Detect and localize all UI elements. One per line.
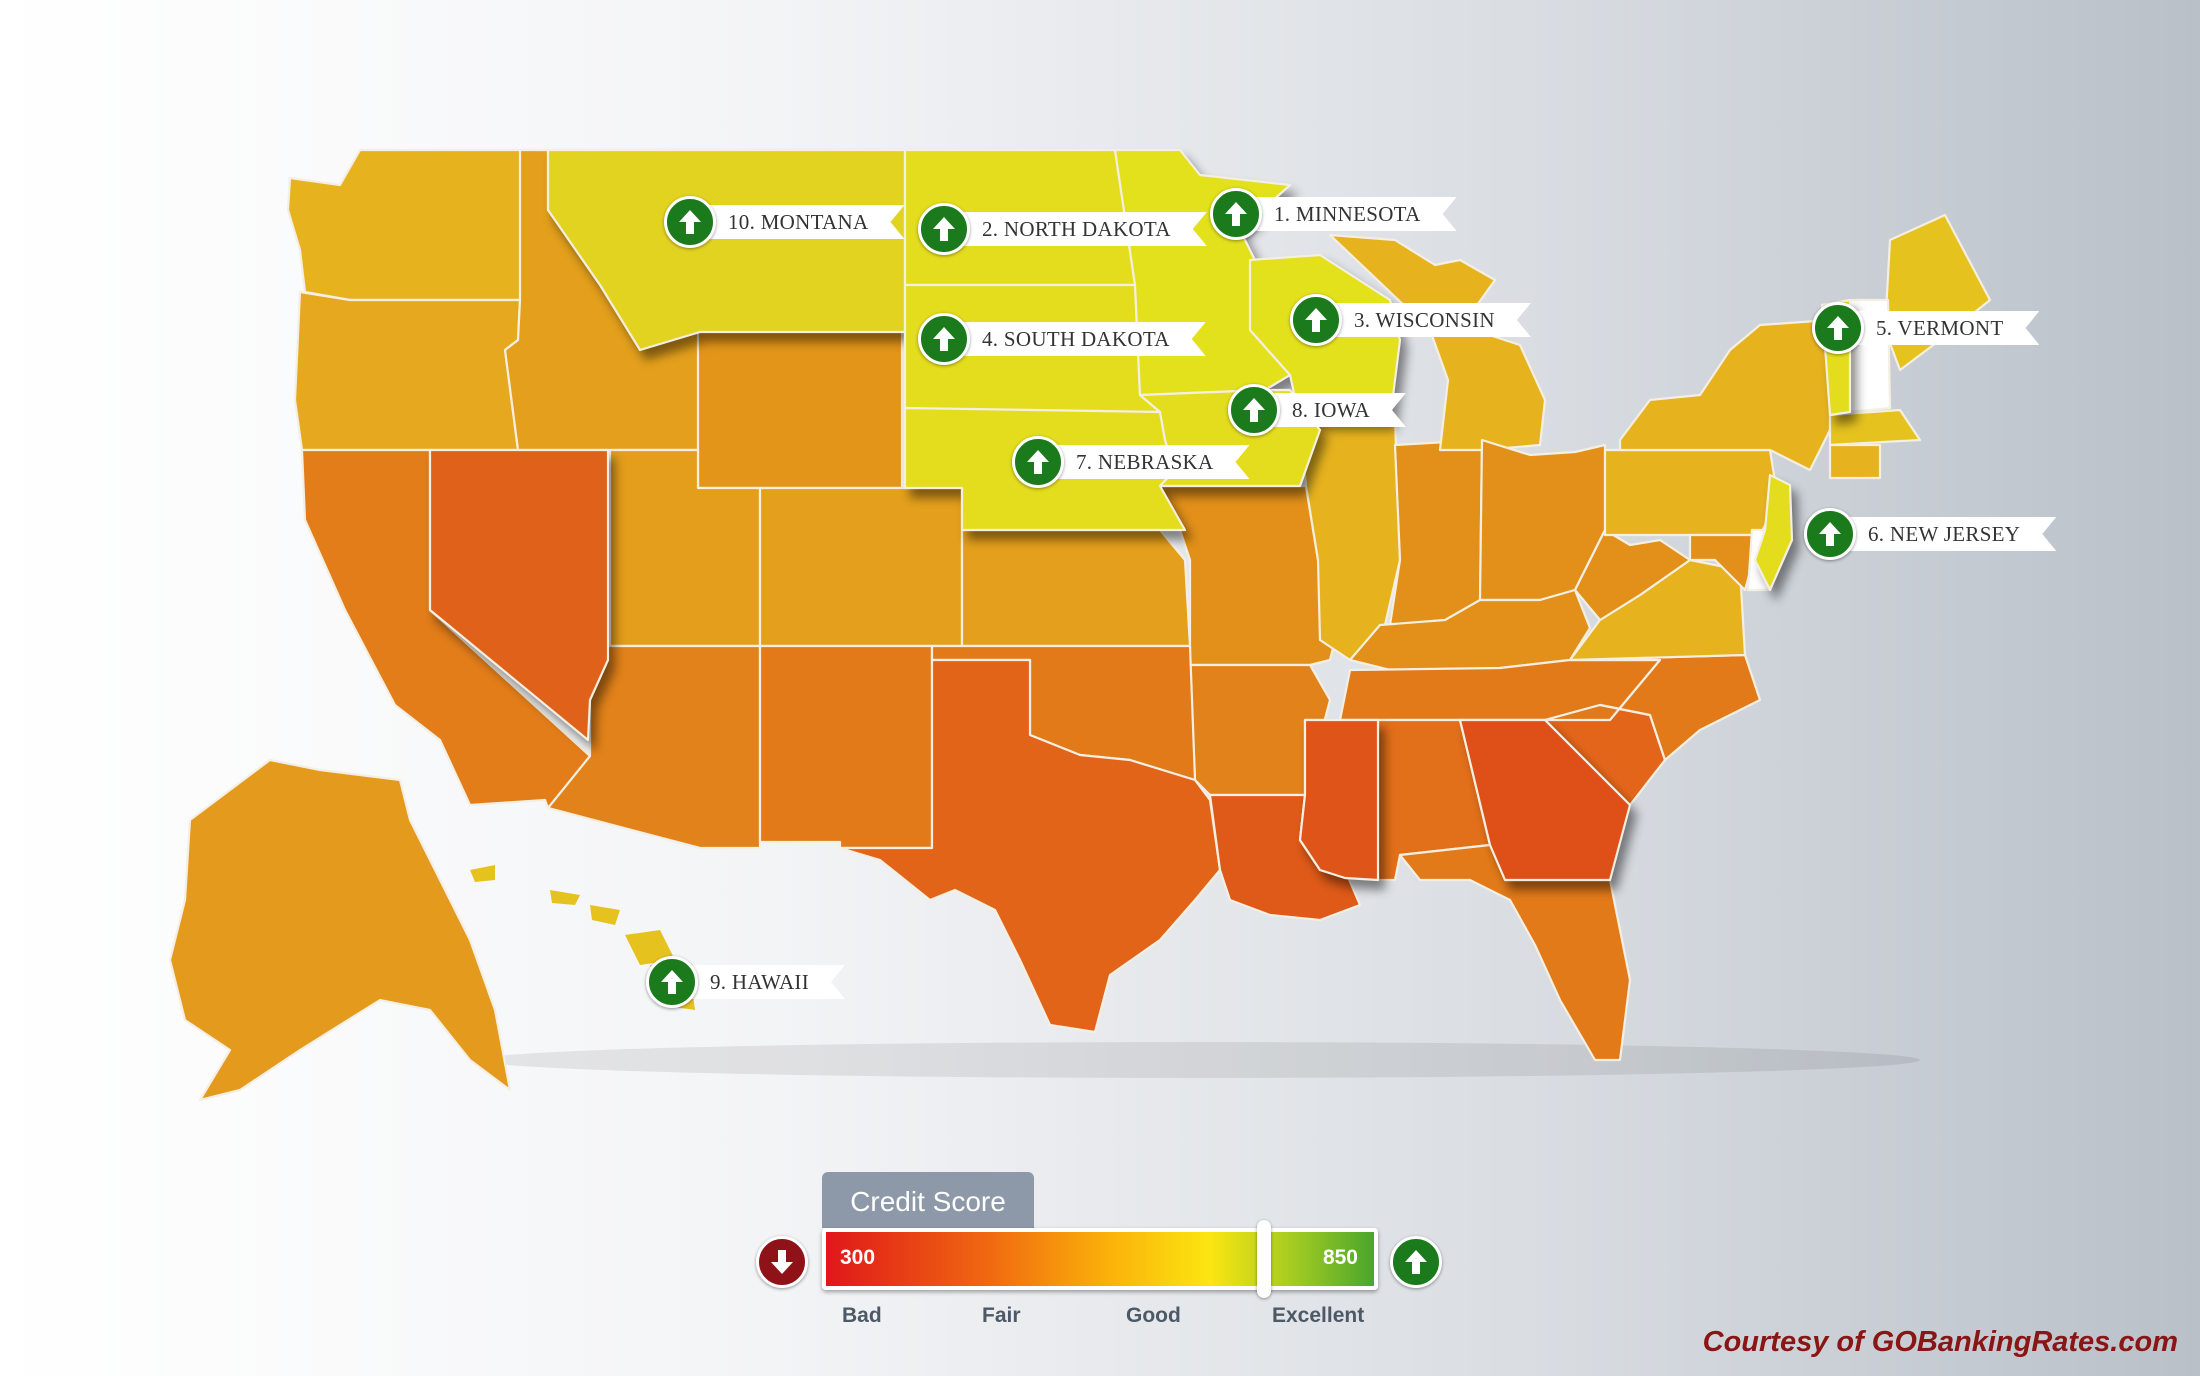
callout-wisconsin: 3. WISCONSIN xyxy=(1290,294,1531,346)
up-arrow-icon xyxy=(918,203,970,255)
source-credit: Courtesy of GOBankingRates.com xyxy=(1702,1326,2178,1358)
state-texas xyxy=(838,658,1222,1034)
up-arrow-icon xyxy=(1012,436,1064,488)
callout-north-dakota: 2. NORTH DAKOTA xyxy=(918,203,1207,255)
callout-label: 9. HAWAII xyxy=(686,965,845,999)
scale-min-value: 300 xyxy=(840,1246,876,1269)
callout-label: 2. NORTH DAKOTA xyxy=(958,212,1207,246)
up-arrow-icon xyxy=(646,956,698,1008)
callout-montana: 10. MONTANA xyxy=(664,196,904,248)
state-north-carolina xyxy=(1543,653,1762,762)
state-michigan xyxy=(1328,233,1547,452)
up-arrow-icon xyxy=(1210,188,1262,240)
callout-label: 6. NEW JERSEY xyxy=(1844,517,2056,551)
state-maryland xyxy=(1688,533,1762,592)
state-georgia-raised xyxy=(1458,718,1632,882)
state-oregon xyxy=(293,290,522,452)
callout-label: 8. IOWA xyxy=(1268,393,1406,427)
callout-label: 3. WISCONSIN xyxy=(1330,303,1531,337)
state-kentucky xyxy=(1348,588,1592,672)
callout-label: 10. MONTANA xyxy=(704,205,904,239)
state-new-mexico xyxy=(758,644,934,850)
up-arrow-icon xyxy=(1804,508,1856,560)
scale-marker xyxy=(1257,1220,1271,1298)
state-new-jersey xyxy=(1753,473,1794,592)
state-mississippi-raised xyxy=(1298,718,1380,882)
down-arrow-icon xyxy=(756,1236,808,1288)
callout-vermont: 5. VERMONT xyxy=(1812,302,2039,354)
scale-label-excellent: Excellent xyxy=(1272,1304,1365,1327)
callout-label: 7. NEBRASKA xyxy=(1052,445,1249,479)
up-arrow-icon xyxy=(1812,302,1864,354)
scale-max-value: 850 xyxy=(1322,1246,1358,1269)
up-arrow-icon xyxy=(1290,294,1342,346)
callout-minnesota: 1. MINNESOTA xyxy=(1210,188,1457,240)
callout-label: 1. MINNESOTA xyxy=(1250,197,1457,231)
callout-new-jersey: 6. NEW JERSEY xyxy=(1804,508,2056,560)
up-arrow-icon xyxy=(918,313,970,365)
state-indiana xyxy=(1388,438,1484,627)
scale-label-good: Good xyxy=(1126,1304,1181,1327)
state-connecticut xyxy=(1828,443,1882,480)
callout-hawaii: 9. HAWAII xyxy=(646,956,845,1008)
callout-label: 5. VERMONT xyxy=(1852,311,2039,345)
state-wyoming xyxy=(696,328,904,490)
state-massachusetts xyxy=(1828,408,1922,447)
state-pennsylvania xyxy=(1603,448,1780,537)
up-arrow-icon xyxy=(664,196,716,248)
state-new-york xyxy=(1618,318,1832,472)
state-alaska xyxy=(168,758,512,1102)
state-kansas xyxy=(960,528,1192,648)
callout-nebraska: 7. NEBRASKA xyxy=(1012,436,1249,488)
up-arrow-icon xyxy=(1228,384,1280,436)
state-colorado xyxy=(758,486,964,648)
legend-title: Credit Score xyxy=(822,1172,1034,1228)
state-washington xyxy=(286,148,547,302)
up-arrow-icon xyxy=(1390,1236,1442,1288)
scale-label-bad: Bad xyxy=(842,1304,882,1327)
callout-iowa: 8. IOWA xyxy=(1228,384,1406,436)
callout-label: 4. SOUTH DAKOTA xyxy=(958,322,1206,356)
state-nevada xyxy=(428,448,610,742)
callout-south-dakota: 4. SOUTH DAKOTA xyxy=(918,313,1206,365)
scale-label-fair: Fair xyxy=(982,1304,1021,1327)
credit-score-scale: 300 850 xyxy=(822,1220,1378,1298)
